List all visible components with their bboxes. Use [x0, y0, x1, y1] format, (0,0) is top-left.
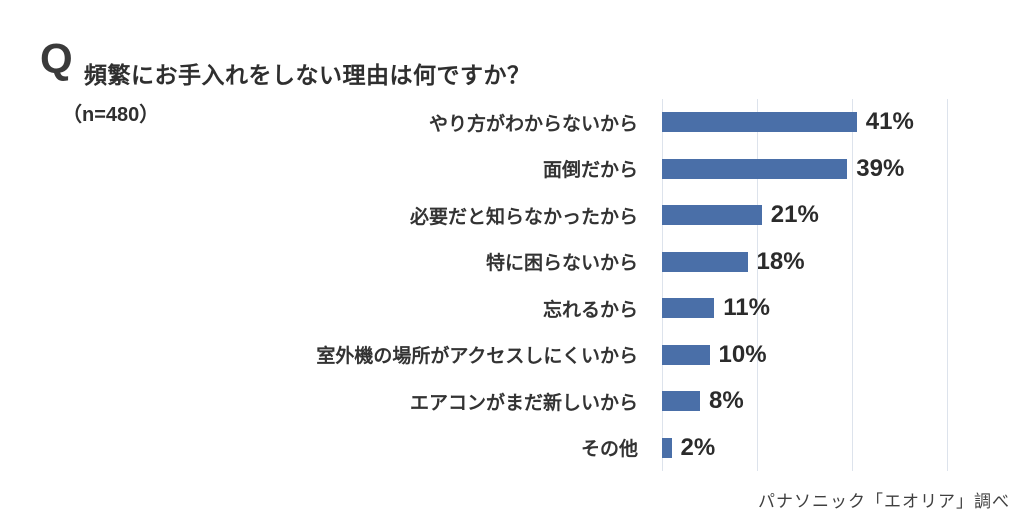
- chart-row: やり方がわからないから 41%: [0, 99, 1024, 146]
- bar-track: 39%: [662, 146, 947, 193]
- value-label: 8%: [709, 387, 744, 415]
- bar-track: 41%: [662, 99, 947, 146]
- value-label: 2%: [680, 433, 716, 461]
- category-label: その他: [580, 439, 638, 461]
- bar-track: 8%: [662, 378, 947, 425]
- chart-row: 必要だと知らなかったから 21%: [0, 192, 1024, 239]
- horizontal-bar-chart: やり方がわからないから 41% 面倒だから 39% 必要だと知らなかったから 21% 特に困…: [0, 99, 1024, 471]
- source-credit: パナソニック「エオリア」調べ: [758, 492, 1010, 511]
- chart-row: 面倒だから 39%: [0, 146, 1024, 193]
- category-label: 特に困らないから: [485, 253, 638, 275]
- chart-row: その他 2%: [0, 425, 1024, 472]
- gridline: [947, 99, 948, 471]
- chart-row: エアコンがまだ新しいから 8%: [0, 378, 1024, 425]
- bar: [662, 158, 848, 179]
- bar-track: 11%: [662, 285, 947, 332]
- bar: [662, 437, 672, 458]
- value-label: 18%: [756, 247, 805, 275]
- sample-size-label: （n=480）: [62, 104, 160, 126]
- chart-row: 特に困らないから 18%: [0, 239, 1024, 286]
- value-label: 10%: [718, 340, 767, 368]
- bar: [662, 344, 710, 365]
- category-label: やり方がわからないから: [428, 113, 638, 135]
- bar-track: 18%: [662, 239, 947, 286]
- category-label: 面倒だから: [542, 160, 638, 182]
- chart-row: 室外機の場所がアクセスしにくいから 10%: [0, 332, 1024, 379]
- bar: [662, 112, 857, 133]
- category-label: エアコンがまだ新しいから: [409, 392, 638, 414]
- bar-track: 10%: [662, 332, 947, 379]
- value-label: 21%: [770, 201, 819, 229]
- value-label: 39%: [856, 154, 905, 182]
- category-label: 忘れるから: [542, 299, 638, 321]
- bar: [662, 298, 715, 319]
- plot-area: [662, 99, 948, 471]
- bar-track: 2%: [662, 425, 947, 472]
- category-label: 室外機の場所がアクセスしにくいから: [316, 346, 638, 368]
- y-axis-line: [662, 99, 663, 471]
- bar-track: 21%: [662, 192, 947, 239]
- value-label: 11%: [723, 294, 770, 322]
- category-label: 必要だと知らなかったから: [409, 206, 638, 228]
- bar: [662, 391, 700, 412]
- gridline: [852, 99, 853, 471]
- question-badge: Q: [40, 35, 73, 82]
- chart-title: 頻繁にお手入れをしない理由は何ですか？: [84, 62, 531, 88]
- gridline: [757, 99, 758, 471]
- chart-row: 忘れるから 11%: [0, 285, 1024, 332]
- bar: [662, 251, 748, 272]
- bar: [662, 205, 762, 226]
- value-label: 41%: [865, 108, 914, 136]
- bar-rows: やり方がわからないから 41% 面倒だから 39% 必要だと知らなかったから 21% 特に困…: [0, 99, 1024, 471]
